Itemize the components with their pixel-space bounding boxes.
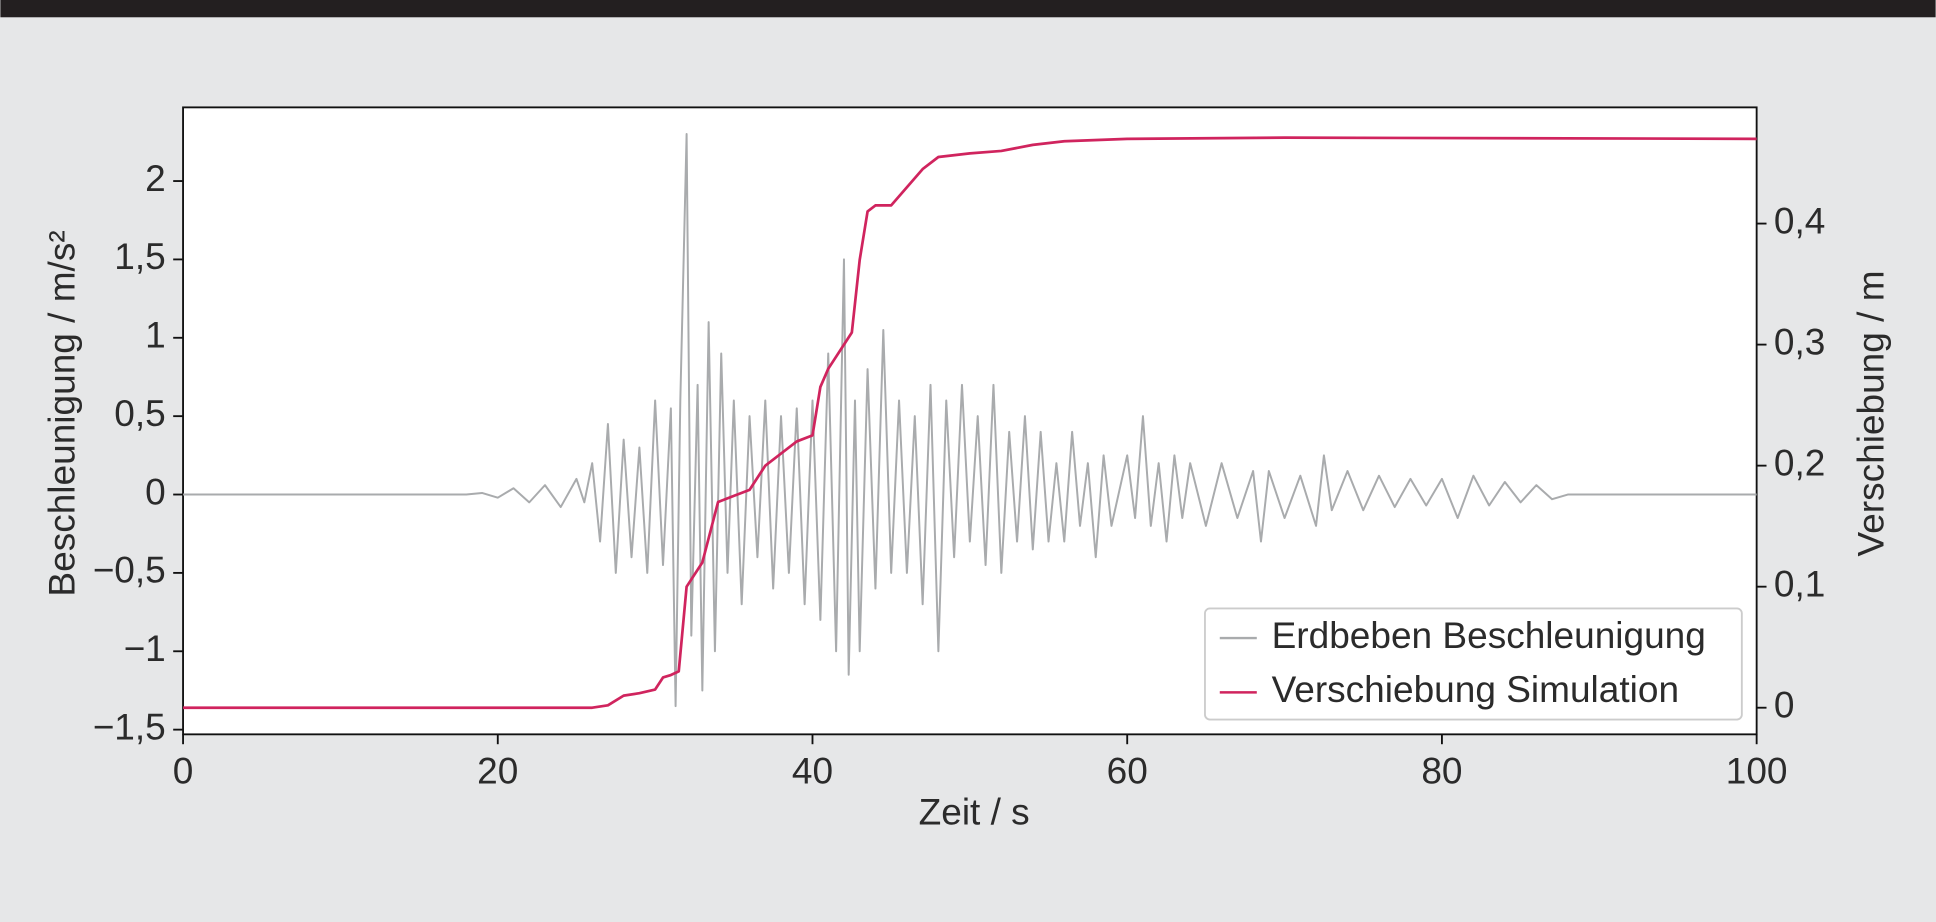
y-tick-label: −0,5 xyxy=(93,549,166,591)
y-tick-label: 0 xyxy=(145,470,166,512)
x-tick-label: 80 xyxy=(1421,750,1462,792)
y-tick-label: 2 xyxy=(145,157,166,199)
x-tick-label: 100 xyxy=(1726,750,1788,792)
legend-label: Erdbeben Beschleunigung xyxy=(1272,614,1706,656)
top-bar xyxy=(0,0,1936,18)
x-tick-label: 0 xyxy=(173,750,194,792)
y-tick-label: 1 xyxy=(145,314,166,356)
data-line xyxy=(183,136,1757,710)
y2-tick-label: 0 xyxy=(1774,683,1795,725)
y2-tick-label: 0,2 xyxy=(1774,441,1825,483)
legend-box xyxy=(1204,607,1743,721)
y-tick-label: 1,5 xyxy=(114,235,165,277)
x-tick-label: 20 xyxy=(477,750,518,792)
y-axis-label: Beschleunigung / m/s² xyxy=(40,230,82,596)
x-tick-label: 60 xyxy=(1107,750,1148,792)
legend: Erdbeben Beschleunigung Verschiebung Simu… xyxy=(1204,607,1743,721)
y-tick-label: −1 xyxy=(124,627,166,669)
legend-label: Verschiebung Simulation xyxy=(1272,668,1679,710)
x-tick-label: 40 xyxy=(792,750,833,792)
y-tick-label: 0,5 xyxy=(114,392,165,434)
y-tick-label: −1,5 xyxy=(93,705,166,747)
y2-tick-label: 0,1 xyxy=(1774,562,1825,604)
y2-tick-label: 0,4 xyxy=(1774,199,1825,241)
x-axis-label: Zeit / s xyxy=(919,790,1030,832)
y2-tick-label: 0,3 xyxy=(1774,320,1825,362)
y2-axis-label: Verschiebung / m xyxy=(1850,270,1892,556)
data-line xyxy=(183,133,1757,708)
